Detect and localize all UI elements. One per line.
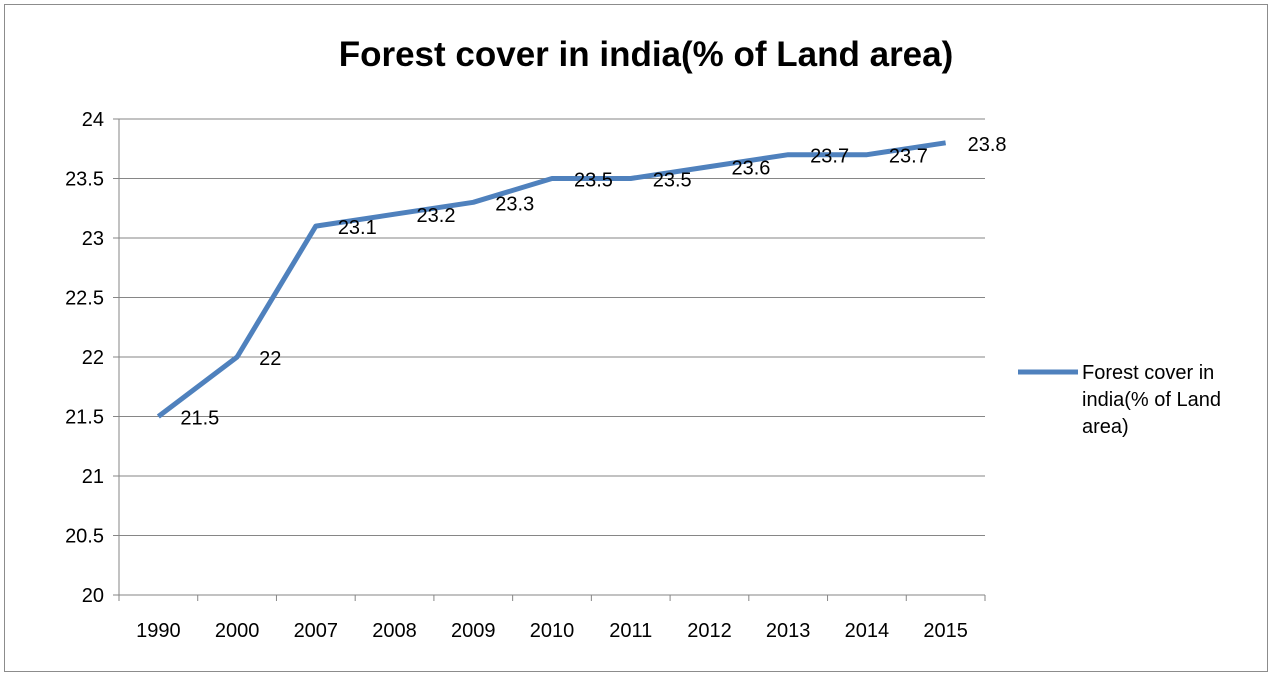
legend-label: india(% of Land <box>1082 389 1221 411</box>
y-tick-label: 22.5 <box>65 288 104 310</box>
x-tick-label: 2011 <box>609 620 652 642</box>
x-tick-label: 2015 <box>923 620 968 642</box>
x-tick-label: 2013 <box>766 620 811 642</box>
x-tick-label: 2014 <box>845 620 890 642</box>
series-lines <box>158 143 945 417</box>
y-tick-label: 22 <box>82 347 104 369</box>
x-tick-label: 2000 <box>215 620 260 642</box>
y-tick-label: 21.5 <box>65 407 104 429</box>
y-tick-label: 21 <box>82 466 104 488</box>
data-label: 22 <box>259 348 281 370</box>
data-label: 21.5 <box>180 408 219 430</box>
data-label: 23.6 <box>731 158 770 180</box>
data-label: 23.5 <box>653 170 692 192</box>
line-chart: Forest cover in india(% of Land area) 20… <box>5 5 1267 671</box>
x-tick-label: 2010 <box>530 620 575 642</box>
legend-label: area) <box>1082 416 1129 438</box>
legend: Forest cover in india(% of Land area) <box>1018 362 1221 438</box>
data-label: 23.7 <box>889 146 928 168</box>
series-line <box>158 143 945 417</box>
data-label: 23.3 <box>495 193 534 215</box>
legend-label: Forest cover in <box>1082 362 1214 384</box>
y-tick-label: 24 <box>82 109 104 131</box>
data-label: 23.7 <box>810 146 849 168</box>
data-label: 23.2 <box>417 205 456 227</box>
y-tick-label: 20 <box>82 585 104 607</box>
y-tick-label: 23.5 <box>65 169 104 191</box>
chart-title: Forest cover in india(% of Land area) <box>339 35 954 74</box>
y-tick-label: 23 <box>82 228 104 250</box>
gridlines <box>119 119 985 536</box>
data-label: 23.8 <box>968 134 1007 156</box>
x-tick-label: 2008 <box>372 620 417 642</box>
y-tick-label: 20.5 <box>65 526 104 548</box>
x-axis-tick-labels: 1990 2000 2007 2008 2009 2010 2011 2012 2013 2014… <box>136 620 968 642</box>
y-axis-tick-labels: 20 20.5 21 21.5 22 22.5 23 23.5 24 <box>65 109 104 607</box>
chart-frame: Forest cover in india(% of Land area) 20… <box>4 4 1268 672</box>
x-tick-label: 2009 <box>451 620 496 642</box>
x-tick-label: 2007 <box>294 620 339 642</box>
axes <box>113 119 985 601</box>
data-label: 23.1 <box>338 217 377 239</box>
x-tick-label: 1990 <box>136 620 181 642</box>
x-tick-label: 2012 <box>687 620 732 642</box>
data-label: 23.5 <box>574 170 613 192</box>
